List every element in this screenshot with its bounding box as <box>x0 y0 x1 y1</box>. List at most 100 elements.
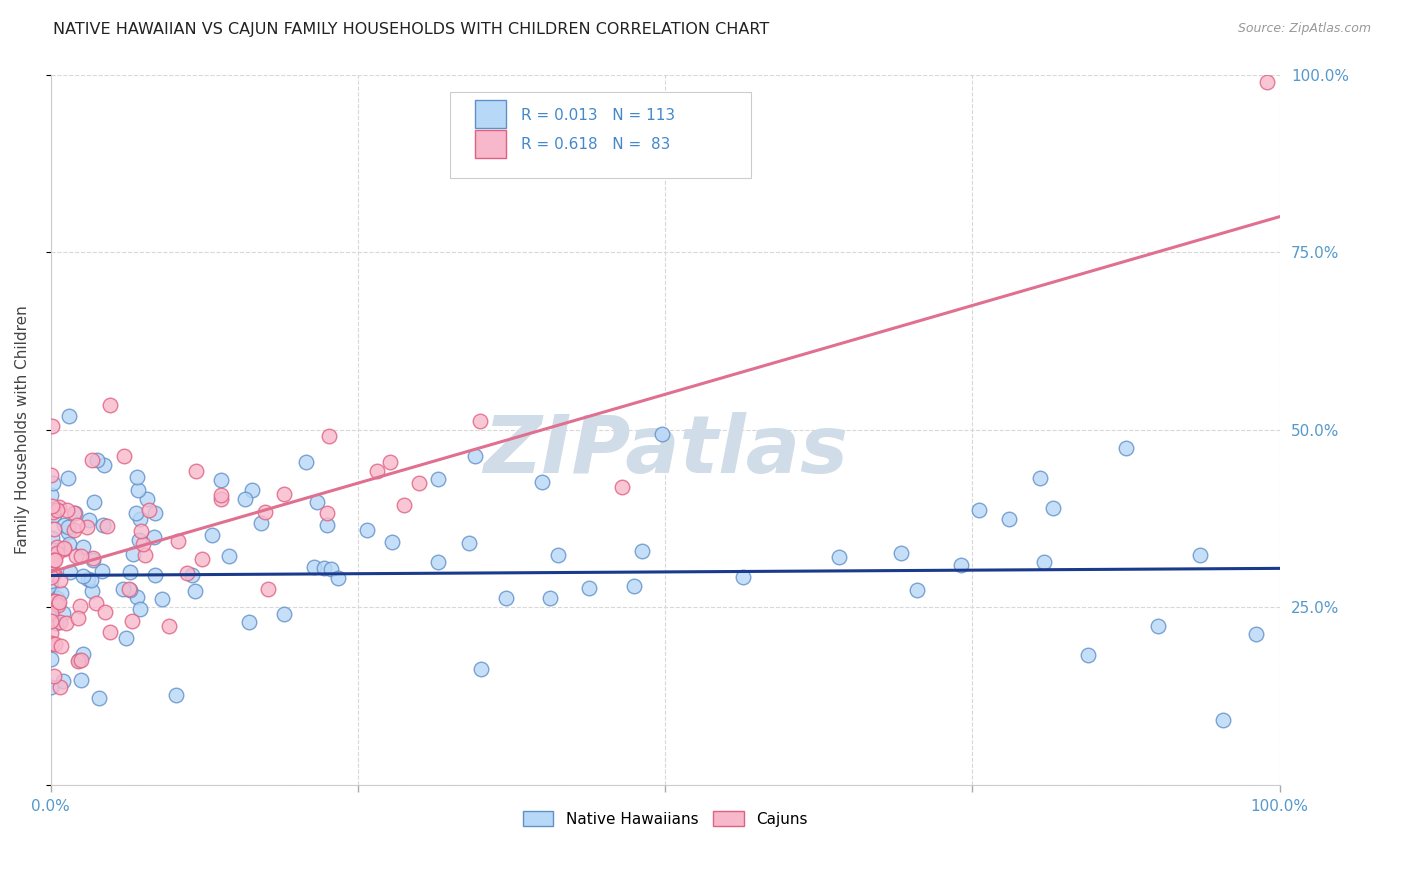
Point <box>138 502 160 516</box>
Point <box>143 567 166 582</box>
Point <box>427 555 450 569</box>
Point <box>381 535 404 549</box>
Point <box>240 483 263 497</box>
Point <box>41 555 63 569</box>
Point <box>41 591 63 606</box>
Point <box>45 597 67 611</box>
Point <box>96 519 118 533</box>
Point <box>136 492 159 507</box>
Point <box>77 513 100 527</box>
Point <box>118 582 141 597</box>
Point <box>250 516 273 531</box>
Point <box>70 673 93 688</box>
Point <box>1147 619 1170 633</box>
Point <box>44 636 66 650</box>
Point <box>129 602 152 616</box>
Point <box>52 606 75 620</box>
Point <box>256 582 278 597</box>
Point <box>578 581 600 595</box>
Point <box>49 681 72 695</box>
Point <box>312 560 335 574</box>
Point <box>48 595 70 609</box>
Point <box>316 518 339 533</box>
Point <box>58 409 80 423</box>
Point <box>41 488 63 502</box>
Point <box>112 449 135 463</box>
Point <box>45 503 67 517</box>
Point <box>56 524 79 539</box>
Point <box>184 465 207 479</box>
Text: R = 0.618   N =  83: R = 0.618 N = 83 <box>522 137 671 153</box>
Point <box>457 536 479 550</box>
Point <box>41 594 63 608</box>
Point <box>98 624 121 639</box>
Point <box>318 428 340 442</box>
Point <box>44 553 66 567</box>
Point <box>39 652 62 666</box>
Point <box>67 653 90 667</box>
Point <box>62 506 84 520</box>
Point <box>157 619 180 633</box>
Point <box>39 606 62 620</box>
Bar <box>475 129 506 158</box>
Point <box>176 566 198 580</box>
Point <box>49 615 72 629</box>
Point <box>209 473 232 487</box>
Point <box>120 566 142 580</box>
Point <box>39 582 62 596</box>
Point <box>41 419 63 434</box>
Point <box>273 487 295 501</box>
Point <box>80 583 103 598</box>
Point <box>56 502 79 516</box>
Point <box>94 605 117 619</box>
Point <box>211 492 233 507</box>
Point <box>209 487 232 501</box>
Legend: Native Hawaiians, Cajuns: Native Hawaiians, Cajuns <box>515 803 815 834</box>
Point <box>1115 442 1137 456</box>
Point <box>44 500 66 515</box>
Text: ZIPatlas: ZIPatlas <box>482 412 848 490</box>
Point <box>80 573 103 587</box>
Point <box>233 492 256 507</box>
Point <box>49 639 72 653</box>
Point <box>66 611 89 625</box>
Point <box>42 522 65 536</box>
Point <box>143 530 166 544</box>
Point <box>470 661 492 675</box>
Text: R = 0.013   N = 113: R = 0.013 N = 113 <box>522 108 676 122</box>
Point <box>1212 713 1234 727</box>
Point <box>67 654 90 668</box>
Point <box>69 599 91 614</box>
Point <box>42 543 65 558</box>
Point <box>150 591 173 606</box>
Point <box>890 546 912 560</box>
Point <box>121 614 143 628</box>
Point <box>366 464 388 478</box>
Point <box>41 475 63 490</box>
Point <box>828 550 851 565</box>
Point <box>72 647 94 661</box>
Point <box>84 596 107 610</box>
Point <box>183 583 205 598</box>
Point <box>76 520 98 534</box>
Point <box>39 502 62 516</box>
Point <box>39 574 62 589</box>
Point <box>39 636 62 650</box>
Point <box>125 506 148 520</box>
Point <box>905 583 928 598</box>
Point <box>610 480 633 494</box>
Point <box>49 573 72 587</box>
Point <box>127 470 149 484</box>
Point <box>41 500 63 514</box>
Point <box>731 570 754 584</box>
Point <box>218 549 240 564</box>
Point <box>129 524 152 539</box>
Point <box>316 506 339 520</box>
Point <box>42 505 65 519</box>
Point <box>128 533 150 547</box>
Point <box>42 567 65 582</box>
Point <box>86 452 108 467</box>
Point <box>39 637 62 651</box>
Point <box>42 549 65 563</box>
Point <box>495 591 517 606</box>
